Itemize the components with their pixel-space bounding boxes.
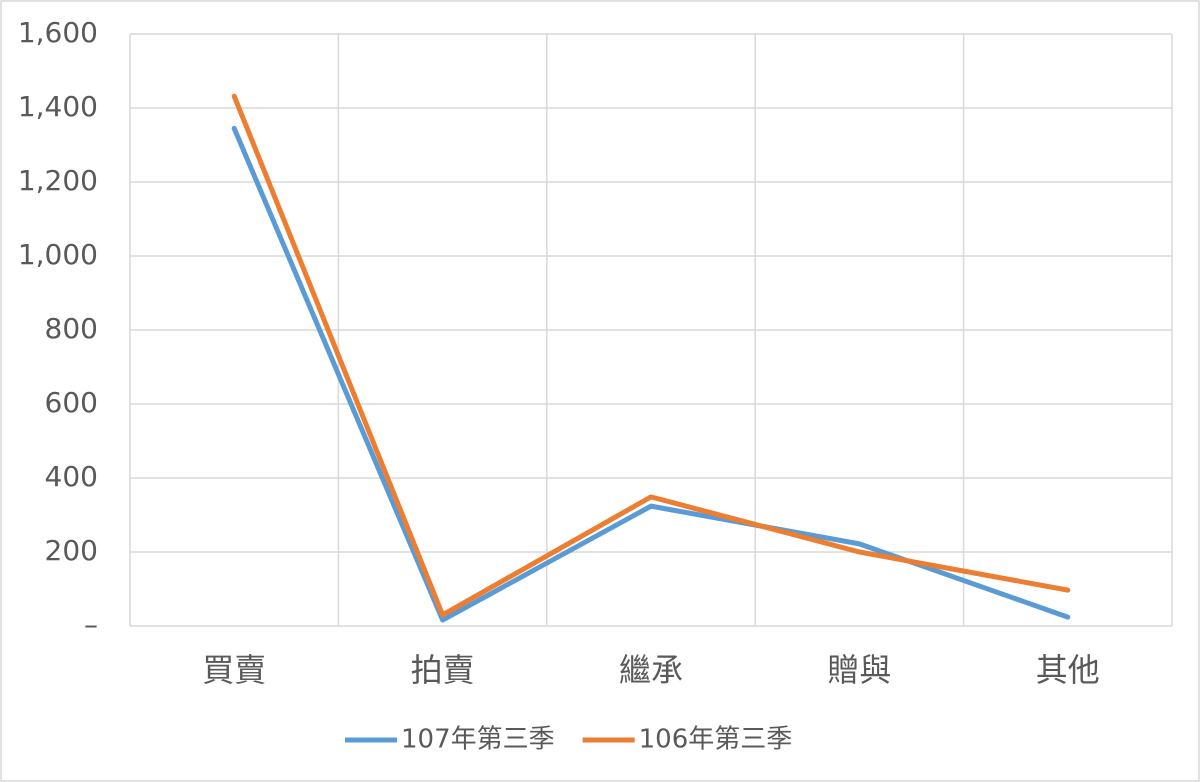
y-tick-label: 1,200 <box>18 164 98 197</box>
y-tick-label: – <box>84 608 98 641</box>
x-tick-label: 買賣 <box>202 651 266 689</box>
y-tick-label: 600 <box>45 386 98 419</box>
x-tick-label: 贈與 <box>827 651 891 689</box>
legend-label: 106年第三季 <box>639 725 793 755</box>
y-tick-label: 1,400 <box>18 90 98 123</box>
series-line <box>231 93 1071 618</box>
x-tick-label: 其他 <box>1036 651 1100 689</box>
y-tick-label: 1,000 <box>18 238 98 271</box>
y-tick-label: 200 <box>45 534 98 567</box>
x-tick-label: 繼承 <box>619 651 683 689</box>
y-tick-label: 1,600 <box>18 16 98 49</box>
y-tick-label: 400 <box>45 460 98 493</box>
y-tick-label: 800 <box>45 312 98 345</box>
x-tick-label: 拍賣 <box>411 651 475 689</box>
series-line <box>231 125 1071 623</box>
legend-label: 107年第三季 <box>401 725 555 755</box>
